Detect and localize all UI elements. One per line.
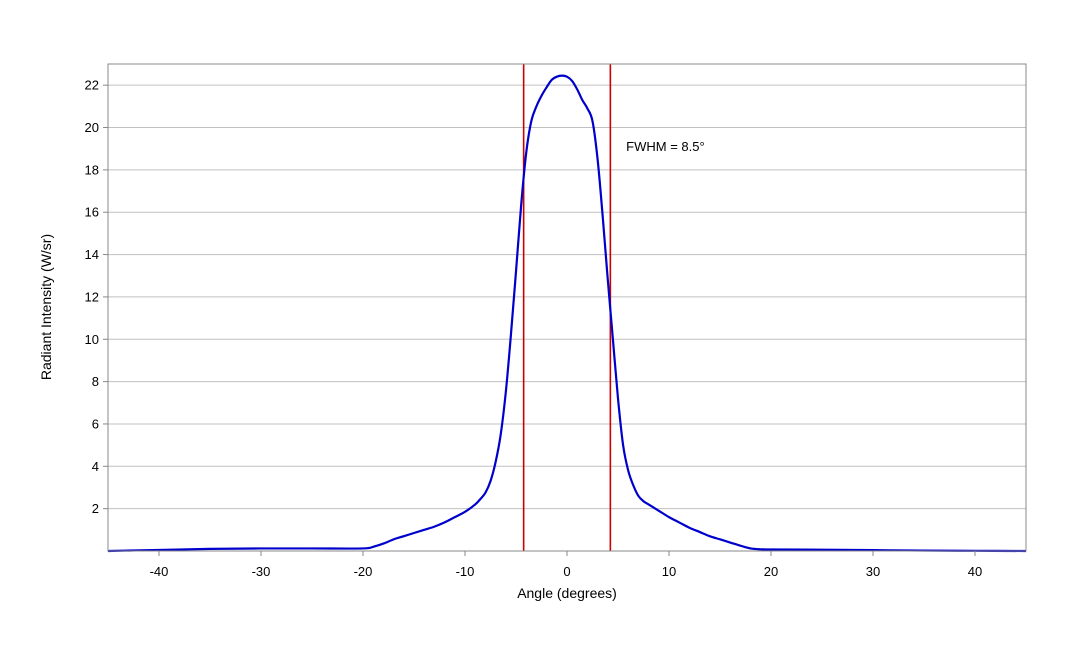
fwhm-annotation: FWHM = 8.5° [626, 139, 705, 154]
y-tick-label-18: 18 [85, 162, 99, 177]
x-axis-label: Angle (degrees) [517, 585, 617, 601]
y-tick-label-6: 6 [92, 416, 99, 431]
annotations: FWHM = 8.5° [626, 139, 705, 154]
y-tick-label-4: 4 [92, 459, 99, 474]
x-axis-ticks: -40 -30 -20 -10 0 10 20 30 40 [150, 551, 982, 579]
y-tick-label-16: 16 [85, 205, 99, 220]
y-axis-ticks: 2 4 6 8 10 12 14 16 18 20 22 [85, 78, 108, 516]
x-tick-label-40: 40 [968, 564, 982, 579]
x-tick-label--30: -30 [252, 564, 271, 579]
series-group [107, 74, 1027, 553]
x-tick-label-20: 20 [764, 564, 778, 579]
x-tick-label--20: -20 [354, 564, 373, 579]
grid-lines [108, 84, 1026, 510]
y-axis-label: Radiant Intensity (W/sr) [38, 234, 54, 380]
x-tick-label--10: -10 [456, 564, 475, 579]
y-tick-label-12: 12 [85, 289, 99, 304]
y-tick-label-8: 8 [92, 374, 99, 389]
x-tick-label-10: 10 [662, 564, 676, 579]
y-tick-label-20: 20 [85, 120, 99, 135]
x-tick-label--40: -40 [150, 564, 169, 579]
plot-background [108, 64, 1026, 551]
y-tick-label-22: 22 [85, 78, 99, 93]
intensity-series-line-1 [107, 74, 1027, 553]
x-tick-label-30: 30 [866, 564, 880, 579]
x-tick-label-0: 0 [563, 564, 570, 579]
y-tick-label-10: 10 [85, 332, 99, 347]
y-tick-label-14: 14 [85, 247, 99, 262]
y-tick-label-2: 2 [92, 501, 99, 516]
